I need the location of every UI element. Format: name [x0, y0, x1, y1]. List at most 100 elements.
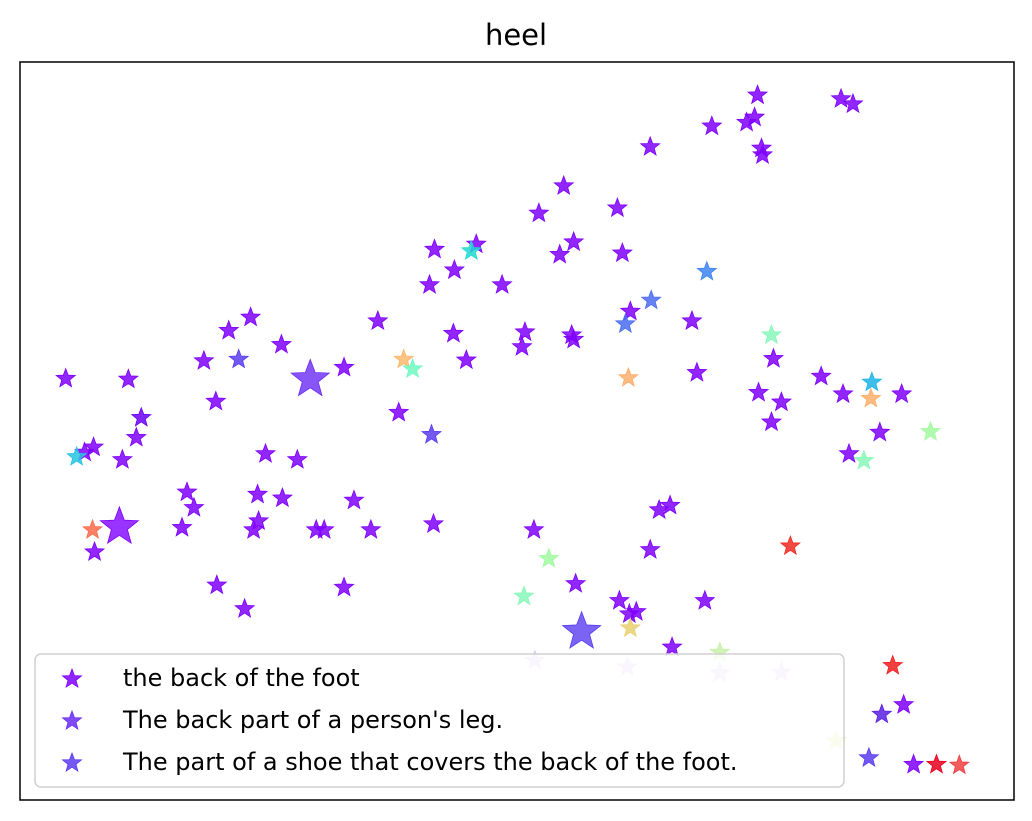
data-point [853, 449, 875, 470]
data-point [523, 518, 545, 539]
data-point [563, 230, 585, 252]
data-point [617, 366, 639, 387]
data-point [242, 518, 265, 539]
legend-marker [61, 709, 83, 731]
data-point [832, 382, 854, 404]
data-point [81, 518, 104, 539]
data-point [701, 115, 723, 136]
legend-entry: the back of the foot [61, 664, 360, 692]
data-point [442, 322, 464, 343]
data-point [681, 309, 703, 331]
data-point [55, 367, 77, 388]
data-point [270, 333, 293, 354]
data-point [830, 87, 852, 108]
data-point [614, 312, 636, 334]
data-point [919, 420, 942, 441]
data-point [639, 538, 661, 559]
plot-area-frame [19, 61, 1015, 801]
data-point [861, 371, 883, 392]
data-point [762, 347, 785, 368]
data-point [206, 574, 228, 595]
data-point [760, 410, 783, 432]
legend-entry: The back part of a person's leg. [61, 706, 503, 734]
data-point [343, 489, 365, 510]
data-point [659, 494, 681, 515]
data-point [205, 390, 227, 411]
data-point [696, 260, 718, 281]
data-point [418, 273, 441, 294]
data-point [891, 382, 913, 404]
data-point [455, 349, 477, 370]
data-point [246, 483, 269, 504]
legend: the back of the foot The back part of a p… [34, 653, 845, 788]
data-point [842, 92, 864, 114]
data-point [176, 481, 198, 502]
data-point [882, 654, 904, 675]
data-point [779, 534, 801, 556]
data-point [858, 746, 880, 767]
data-point [333, 576, 355, 597]
data-point [514, 320, 536, 342]
data-point [420, 423, 443, 444]
data-point [538, 547, 560, 568]
data-point [760, 323, 783, 345]
data-point [171, 516, 193, 537]
data-point [111, 448, 133, 469]
data-point [193, 349, 215, 370]
data-point [565, 572, 587, 593]
data-point [247, 509, 270, 531]
data-point [218, 319, 240, 340]
data-point [606, 196, 628, 218]
data-point [661, 636, 683, 657]
chart-title: heel [485, 18, 547, 52]
data-point [528, 202, 550, 223]
data-point [640, 289, 662, 310]
data-point [511, 335, 533, 356]
data-point [903, 753, 925, 774]
data-point [513, 585, 535, 606]
data-point [625, 600, 647, 621]
data-point [183, 496, 205, 517]
data-point [82, 436, 105, 457]
data-point [747, 381, 770, 402]
data-point [422, 512, 445, 534]
data-point [66, 445, 88, 466]
data-point [608, 589, 630, 610]
data-point [402, 357, 424, 379]
data-point [770, 391, 792, 412]
data-point [460, 239, 482, 260]
legend-frame [34, 653, 845, 788]
data-point [234, 597, 256, 618]
data-point [619, 616, 641, 638]
data-point [619, 300, 641, 321]
highlight-point [99, 505, 140, 545]
data-point [367, 309, 389, 331]
highlight-point [561, 610, 602, 649]
data-point [893, 693, 915, 714]
data-point [810, 365, 832, 386]
data-point [639, 135, 661, 156]
data-point [240, 306, 262, 327]
data-point [333, 356, 355, 377]
data-point [313, 518, 335, 539]
legend-entry: The part of a shoe that covers the back … [61, 748, 738, 776]
data-point [423, 238, 446, 259]
data-point [286, 448, 308, 469]
data-point [83, 540, 106, 562]
data-point [751, 143, 774, 165]
data-point [925, 753, 948, 774]
legend-label: the back of the foot [123, 664, 360, 692]
legend-marker [61, 667, 83, 689]
data-point [388, 401, 410, 422]
data-point [860, 387, 882, 408]
data-point [746, 84, 769, 105]
data-point [948, 754, 970, 775]
data-point [491, 273, 513, 294]
legend-marker [61, 751, 83, 773]
data-point [553, 174, 575, 195]
data-point [563, 328, 585, 349]
data-point [360, 518, 382, 539]
data-point [743, 106, 766, 127]
data-point [869, 421, 891, 442]
